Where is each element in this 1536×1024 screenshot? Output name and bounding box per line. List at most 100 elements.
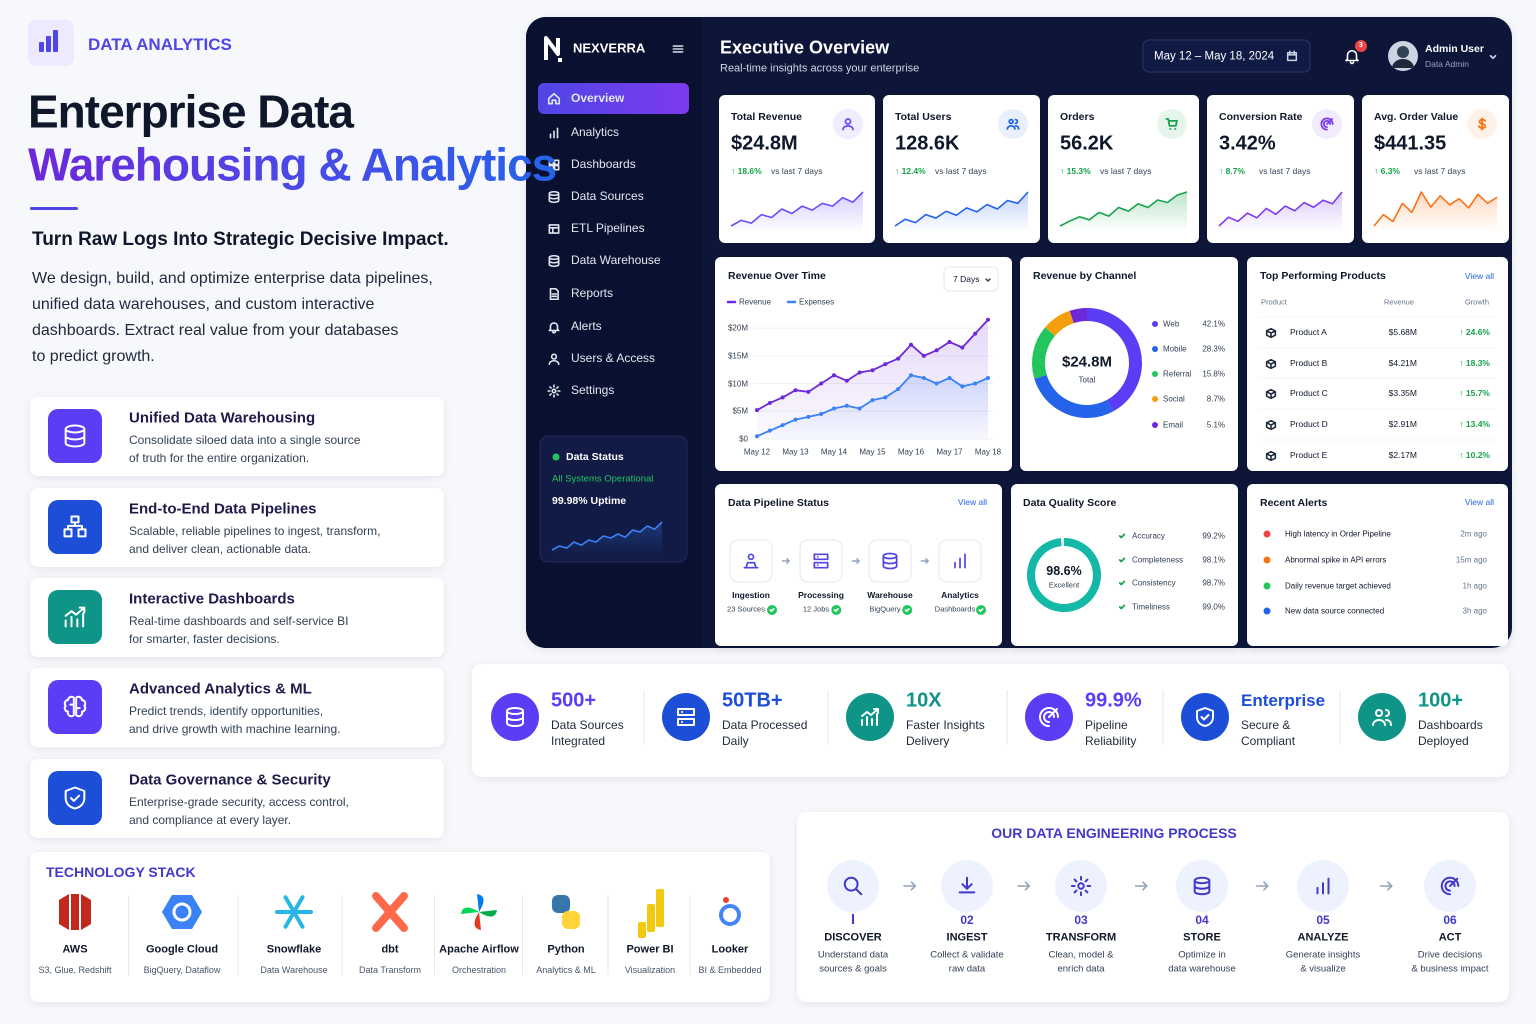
icon xyxy=(1166,119,1177,129)
nav-item[interactable]: Dashboards xyxy=(571,157,636,172)
nav-item[interactable]: ETL Pipelines xyxy=(571,221,645,236)
nav-item[interactable]: Analytics xyxy=(571,125,620,140)
icon xyxy=(1040,708,1058,726)
gauge-rating: Excellent xyxy=(1048,580,1080,590)
series-point xyxy=(973,331,978,336)
series-point xyxy=(921,376,926,380)
alert-dot xyxy=(1263,582,1271,590)
stage-detail: 23 Sources xyxy=(727,604,765,614)
alert-text: High latency in Order Pipeline xyxy=(1285,529,1391,539)
tagline: Turn Raw Logs Into Strategic Decisive Im… xyxy=(32,229,449,251)
feature-description: for smarter, faster decisions. xyxy=(129,632,280,647)
legend-label: Expenses xyxy=(799,297,835,307)
icon xyxy=(1120,606,1125,609)
series-point xyxy=(819,412,824,417)
x-tick-label: May 18 xyxy=(974,447,1002,457)
icon xyxy=(551,128,558,137)
table-cell: ↑ 18.3% xyxy=(1459,358,1490,369)
series-point xyxy=(832,373,836,378)
brand-label: DATA ANALYTICS xyxy=(88,35,232,55)
icon xyxy=(814,554,827,567)
tech-title: TECHNOLOGY STACK xyxy=(46,863,196,880)
feature-title: Advanced Analytics & ML xyxy=(129,680,312,698)
tech-name: Looker xyxy=(711,943,749,956)
avatar-body xyxy=(1392,59,1414,68)
view-all-link[interactable]: View all xyxy=(1464,271,1494,282)
kpi-label: Avg. Order Value xyxy=(1374,110,1459,123)
stat-label: Integrated xyxy=(551,734,606,749)
feature-description: and drive growth with machine learning. xyxy=(129,722,341,737)
stat-label: Data Sources xyxy=(551,718,624,733)
legend-dot xyxy=(1152,422,1158,428)
kpi-sparkline-area xyxy=(1374,192,1497,232)
nav-item[interactable]: Settings xyxy=(571,383,615,398)
tech-logo xyxy=(292,910,305,929)
date-picker xyxy=(1142,39,1311,73)
nav-item[interactable]: Overview xyxy=(571,91,625,106)
step-description: enrich data xyxy=(1057,963,1105,975)
icon xyxy=(1288,51,1297,60)
feature-icon-bg xyxy=(48,409,102,463)
alert-time: 3h ago xyxy=(1462,606,1487,616)
series-point xyxy=(883,362,888,367)
y-tick-label: $15M xyxy=(727,351,748,361)
chart-title: Revenue by Channel xyxy=(1033,269,1137,282)
nav-item[interactable]: Data Warehouse xyxy=(571,253,661,268)
kpi-label: Total Revenue xyxy=(731,110,802,123)
kpi-sparkline xyxy=(894,191,1029,227)
step-description: Drive decisions xyxy=(1417,949,1483,961)
kpi-icon-bg xyxy=(1157,109,1187,139)
tech-name: Power BI xyxy=(626,943,674,956)
stage-name: Analytics xyxy=(941,590,979,601)
series-point xyxy=(986,376,990,380)
process-title: OUR DATA ENGINEERING PROCESS xyxy=(991,824,1237,841)
icon xyxy=(904,882,915,890)
legend-label: Email xyxy=(1163,420,1184,430)
kpi-comparison: vs last 7 days xyxy=(1414,166,1466,177)
kpi-sparkline-area xyxy=(1219,192,1342,232)
legend-dot xyxy=(1152,371,1158,377)
step-number: 04 xyxy=(1195,913,1209,928)
table-cell: $5.68M xyxy=(1388,327,1417,338)
nav-item[interactable]: Alerts xyxy=(571,319,602,334)
icon xyxy=(1007,120,1018,129)
series-point xyxy=(832,406,836,411)
tech-logo xyxy=(172,902,192,922)
icon xyxy=(883,554,896,569)
card xyxy=(715,484,1002,646)
stat-value: 99.9% xyxy=(1085,689,1142,712)
legend-label: Mobile xyxy=(1163,344,1187,354)
alert-text: New data source connected xyxy=(1285,606,1385,616)
nav-item[interactable]: Users & Access xyxy=(571,351,656,366)
nav-item[interactable]: Data Sources xyxy=(571,189,644,204)
kpi-label: Total Users xyxy=(895,110,952,123)
feature-icon-bg xyxy=(48,590,102,644)
series-point xyxy=(819,381,824,386)
view-all-link[interactable]: View all xyxy=(957,497,987,508)
step-description: & visualize xyxy=(1300,963,1346,975)
stage-name: Warehouse xyxy=(867,590,913,601)
alert-time: 1h ago xyxy=(1462,581,1487,591)
metric-value: 99.2% xyxy=(1202,531,1225,541)
kpi-icon-bg xyxy=(998,109,1028,139)
nav-item[interactable]: Reports xyxy=(571,286,614,301)
icon xyxy=(66,426,85,447)
view-all-link[interactable]: View all xyxy=(1464,497,1494,508)
icon xyxy=(1018,882,1029,890)
kpi-change: ↑ 15.3% xyxy=(1060,166,1091,177)
table-cell: $2.17M xyxy=(1388,450,1417,461)
tech-detail: Analytics & ML xyxy=(536,964,596,975)
tech-detail: S3, Glue, Redshift xyxy=(38,964,112,975)
kpi-comparison: vs last 7 days xyxy=(935,166,987,177)
data-label: 5.1% xyxy=(1206,420,1225,430)
step-icon-bg xyxy=(1176,860,1228,912)
avatar-head xyxy=(1397,46,1409,58)
icon xyxy=(955,554,965,567)
status-uptime: 99.98% Uptime xyxy=(552,494,627,507)
card-title: Recent Alerts xyxy=(1260,496,1328,509)
range-select-label[interactable]: 7 Days xyxy=(953,274,980,285)
step-number: 06 xyxy=(1443,913,1457,928)
step-description: Clean, model & xyxy=(1048,949,1114,961)
date-range[interactable]: May 12 – May 18, 2024 xyxy=(1154,50,1275,63)
